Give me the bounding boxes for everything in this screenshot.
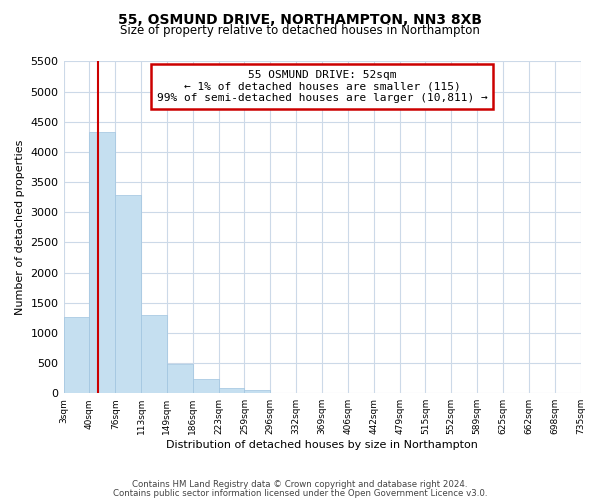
Bar	[141, 316, 167, 393]
Text: 55 OSMUND DRIVE: 52sqm
← 1% of detached houses are smaller (115)
99% of semi-det: 55 OSMUND DRIVE: 52sqm ← 1% of detached …	[157, 70, 487, 103]
Bar	[167, 364, 193, 393]
Bar	[244, 390, 271, 393]
Bar	[218, 388, 244, 393]
Bar	[89, 132, 115, 393]
Text: Contains public sector information licensed under the Open Government Licence v3: Contains public sector information licen…	[113, 489, 487, 498]
Bar	[64, 316, 89, 393]
Bar	[193, 380, 218, 393]
X-axis label: Distribution of detached houses by size in Northampton: Distribution of detached houses by size …	[166, 440, 478, 450]
Text: 55, OSMUND DRIVE, NORTHAMPTON, NN3 8XB: 55, OSMUND DRIVE, NORTHAMPTON, NN3 8XB	[118, 12, 482, 26]
Text: Contains HM Land Registry data © Crown copyright and database right 2024.: Contains HM Land Registry data © Crown c…	[132, 480, 468, 489]
Y-axis label: Number of detached properties: Number of detached properties	[15, 140, 25, 315]
Text: Size of property relative to detached houses in Northampton: Size of property relative to detached ho…	[120, 24, 480, 37]
Bar	[115, 195, 141, 393]
